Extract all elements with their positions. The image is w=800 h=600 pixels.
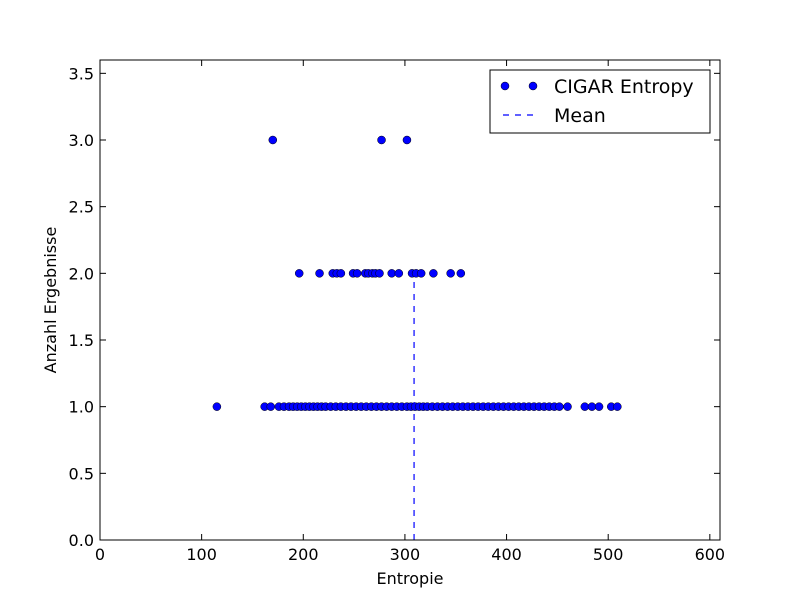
y-axis-label: Anzahl Ergebnisse: [41, 227, 60, 374]
y-tick-label: 1.0: [69, 398, 94, 417]
legend-box: [489, 69, 711, 134]
data-point: [446, 269, 455, 278]
data-point: [594, 402, 604, 411]
data-point: [266, 402, 276, 411]
data-point: [375, 269, 384, 278]
data-point: [587, 402, 597, 411]
legend-marker-1: [500, 81, 510, 91]
plot-frame: [99, 59, 721, 541]
x-tick-label: 100: [186, 545, 217, 564]
data-point: [336, 269, 346, 278]
data-point: [580, 402, 590, 411]
y-tick-label: 3.5: [69, 64, 94, 83]
x-tick-label: 0: [95, 545, 105, 564]
y-tick-label: 2.0: [69, 264, 94, 283]
legend: CIGAR Entropy Mean: [489, 69, 711, 134]
legend-label-cigar-entropy: CIGAR Entropy: [554, 76, 694, 98]
y-tick-label: 3.0: [69, 131, 94, 150]
x-tick-label: 200: [288, 545, 319, 564]
data-point: [416, 269, 426, 278]
data-point: [429, 269, 438, 278]
data-point: [268, 135, 278, 145]
data-point: [352, 269, 362, 278]
data-point: [555, 402, 564, 411]
legend-label-mean: Mean: [554, 105, 606, 127]
data-point: [377, 135, 386, 145]
x-axis-label: Entropie: [377, 569, 444, 588]
y-tick-label: 2.5: [69, 198, 94, 217]
legend-marker-2: [528, 81, 538, 91]
data-point: [394, 269, 404, 278]
data-point: [315, 269, 324, 278]
data-point: [387, 269, 396, 278]
y-tick-label: 0.5: [69, 464, 94, 483]
data-point: [294, 269, 304, 278]
x-tick-label: 600: [695, 545, 726, 564]
y-tick-label: 0.0: [69, 531, 94, 550]
x-tick-label: 300: [390, 545, 421, 564]
data-point: [613, 402, 622, 411]
data-point: [402, 135, 412, 145]
data-point: [456, 269, 466, 278]
data-point: [563, 402, 572, 411]
y-tick-label: 1.5: [69, 331, 94, 350]
ticks-layer: 0 100 200 300 400 500 600 0.0 0.5 1.0 1.5 2.0 2.5 3.0…: [69, 60, 726, 564]
data-point: [212, 402, 222, 411]
plot-layer: [212, 135, 622, 540]
x-tick-label: 400: [491, 545, 522, 564]
x-tick-label: 500: [593, 545, 624, 564]
